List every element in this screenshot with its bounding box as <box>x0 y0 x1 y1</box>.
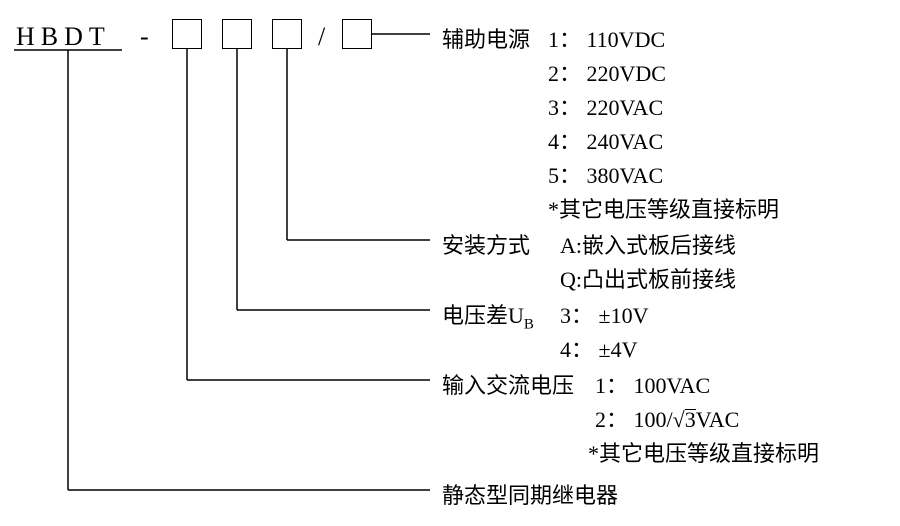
connector-lines <box>0 0 900 526</box>
